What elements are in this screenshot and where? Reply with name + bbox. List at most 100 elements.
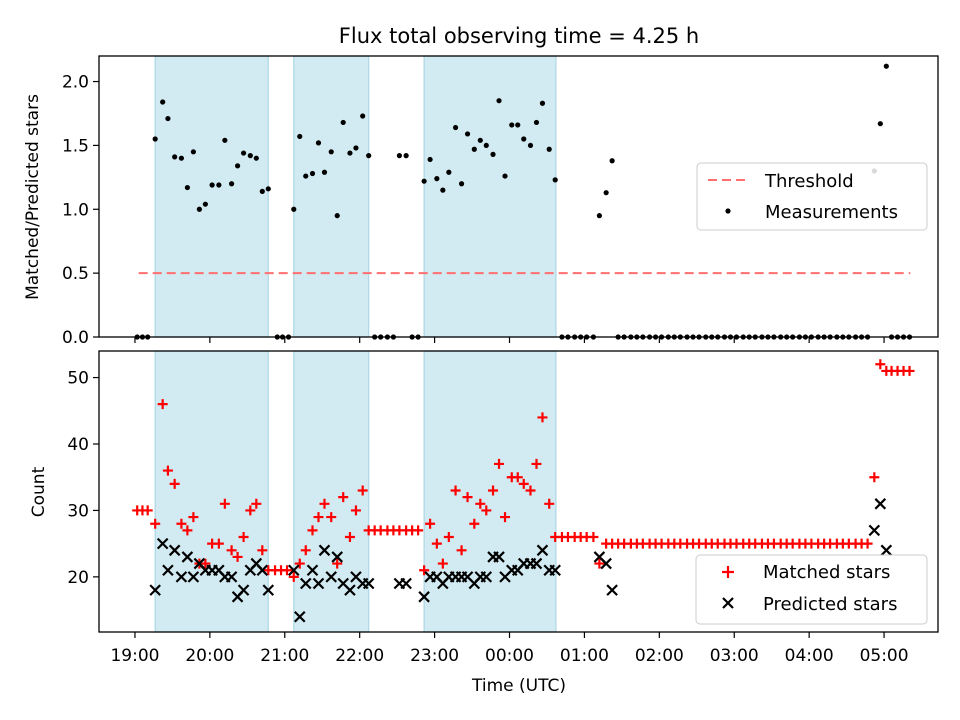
measurement-point (334, 213, 340, 219)
matched-star-point (200, 558, 211, 569)
matched-star-point (431, 538, 442, 549)
predicted-star-point (293, 610, 306, 623)
matched-star-point (313, 512, 324, 523)
matched-star-point (419, 565, 430, 576)
predicted-star-point (536, 544, 549, 557)
matched-star-point (162, 465, 173, 476)
matched-star-point (469, 518, 480, 529)
matched-star-point (488, 485, 499, 496)
predicted-star-point (331, 551, 343, 563)
measurement-point (596, 213, 603, 219)
predicted-star-point (175, 571, 188, 583)
measurement-point (259, 188, 265, 194)
top-axes-frame (98, 55, 939, 338)
matched-star-point (425, 518, 436, 529)
measurement-point (452, 124, 459, 131)
predicted-star-point (287, 564, 300, 576)
predicted-star-point (480, 571, 493, 583)
x-tick-label: 23:00 (410, 646, 459, 666)
measurement-point (234, 163, 241, 169)
matched-star-point (326, 512, 337, 523)
predicted-star-point (530, 557, 543, 570)
predicted-star-point (237, 584, 250, 596)
bottom-legend: Matched stars Predicted stars (695, 554, 928, 625)
matched-star-point (142, 505, 153, 516)
matched-star-point (588, 532, 599, 543)
matched-star-point (456, 545, 467, 556)
matched-star-point (176, 518, 187, 529)
predicted-star-point (256, 564, 269, 576)
matched-star-point (525, 485, 536, 496)
measurement-point (247, 153, 253, 159)
top-legend: Threshold Measurements (696, 162, 928, 231)
legend-matched-label: Matched stars (763, 562, 890, 583)
top-y-ticks: 0.0 0.5 1.0 1.5 2.0 (62, 73, 99, 348)
measurement-point (315, 140, 322, 146)
measurement-point (321, 169, 328, 175)
matched-star-point (182, 525, 193, 536)
matched-star-point (251, 498, 262, 509)
bottom-shade-2 (293, 350, 370, 633)
matched-star-point (904, 365, 915, 376)
measurement-point (539, 100, 546, 106)
legend-measurements-label: Measurements (765, 202, 898, 223)
measurement-point (240, 150, 247, 156)
measurement-point (309, 170, 316, 177)
measurement-point (366, 153, 372, 159)
top-shaded-intervals (154, 55, 557, 338)
predicted-star-point (868, 524, 881, 537)
matched-star-point (238, 532, 249, 543)
measurement-point (883, 63, 889, 69)
top-y-tick-label: 1.5 (62, 136, 89, 156)
measurement-point (209, 182, 215, 188)
x-tick-label: 03:00 (710, 646, 759, 666)
x-axis-label: Time (UTC) (471, 676, 566, 696)
top-shade-1 (154, 55, 269, 338)
bottom-y-tick-label: 40 (67, 435, 89, 455)
matched-star-point (257, 545, 268, 556)
measurement-point (165, 115, 171, 122)
x-tick-label: 20:00 (185, 646, 234, 666)
measurement-point (490, 151, 496, 157)
measurement-point (222, 137, 228, 143)
top-y-tick-label: 0.5 (62, 264, 89, 284)
top-y-tick-label: 2.0 (62, 73, 89, 93)
measurement-point (347, 150, 353, 156)
measurement-point (434, 176, 440, 182)
x-tick-label: 05:00 (860, 646, 909, 666)
bottom-shade-1 (154, 350, 269, 633)
matched-star-points (132, 359, 915, 582)
measurement-point (427, 156, 433, 163)
top-legend-box (696, 162, 928, 231)
measurement-point (228, 181, 235, 187)
matched-star-point (450, 485, 461, 496)
measurement-point (184, 184, 190, 191)
matched-star-point (282, 565, 293, 576)
predicted-star-point (318, 544, 331, 557)
legend-predicted-label: Predicted stars (763, 594, 897, 615)
measurement-point (527, 142, 534, 149)
matched-star-point (300, 545, 311, 556)
measurement-point (360, 113, 366, 119)
measurement-point (509, 122, 515, 128)
matched-star-point (437, 558, 448, 569)
matched-star-point (494, 458, 505, 469)
measurement-point (190, 149, 196, 155)
matched-star-point (481, 505, 492, 516)
predicted-star-point (325, 571, 338, 583)
measurement-point (533, 119, 540, 126)
matched-star-point (544, 498, 555, 509)
measurement-point (471, 146, 477, 152)
predicted-star-point (187, 571, 200, 583)
matched-star-point (518, 478, 529, 489)
top-panel: 0.00.51.01.52.0 Matched/Predicted stars … (23, 55, 939, 348)
matched-star-point (500, 512, 511, 523)
bottom-y-ticks: 20 30 40 50 (67, 369, 99, 588)
predicted-star-points (149, 498, 893, 623)
measurement-point (253, 155, 259, 161)
measurement-point (446, 169, 452, 175)
predicted-star-point (493, 551, 505, 563)
measurement-point (502, 173, 508, 179)
matched-star-point (537, 412, 548, 423)
